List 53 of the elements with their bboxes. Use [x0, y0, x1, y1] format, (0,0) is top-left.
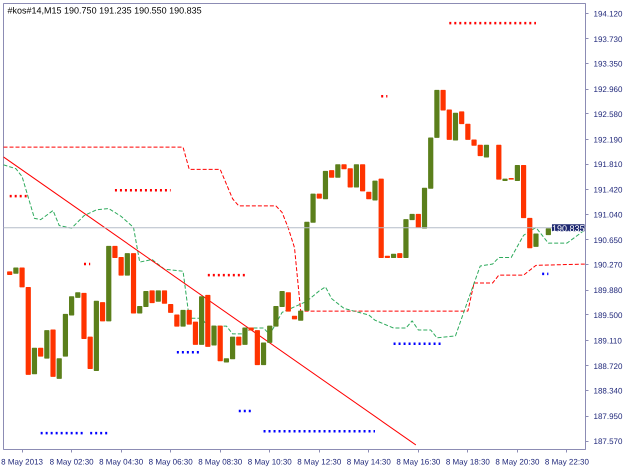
candlestick	[354, 164, 360, 188]
x-tick-label: 8 May 14:30	[346, 458, 392, 466]
x-tick-label: 8 May 08:30	[198, 458, 243, 466]
x-tick-label: 8 May 20:30	[495, 458, 540, 466]
y-tick-label: 191.420	[594, 186, 623, 195]
candlestick	[459, 111, 464, 124]
line-series	[4, 164, 586, 338]
y-tick-label: 189.110	[594, 336, 622, 346]
candlestick	[533, 234, 539, 247]
candlestick	[156, 290, 161, 302]
candlestick	[162, 290, 168, 304]
ref-line-label: 190.835	[552, 223, 585, 234]
y-tick-label: 190.270	[594, 260, 623, 270]
x-tick-label: 8 May 12:30	[297, 458, 342, 466]
x-tick-label: 8 May 16:30	[396, 458, 441, 466]
x-tick-label: 8 May 10:30	[248, 458, 292, 466]
x-tick-label: 8 May 04:30	[99, 458, 144, 466]
candlestick	[372, 180, 378, 201]
y-tick-label: 187.570	[594, 437, 623, 446]
y-tick-label: 192.960	[594, 85, 623, 94]
y-tick-label: 188.720	[594, 362, 623, 371]
candlestick	[416, 214, 421, 228]
candlestick	[180, 310, 186, 327]
candlestick	[484, 144, 490, 158]
candlestick	[56, 358, 62, 379]
y-tick-label: 191.810	[594, 160, 623, 170]
candlestick	[149, 290, 155, 304]
y-tick-label: 192.190	[594, 135, 623, 144]
y-tick-label: 189.500	[594, 310, 623, 320]
x-tick-label: 8 May 22:30	[544, 458, 590, 466]
x-tick-label: 8 May 06:30	[148, 458, 194, 466]
y-tick-label: 191.040	[594, 210, 623, 220]
candlestick	[514, 164, 520, 181]
x-tick-label: 8 May 2013	[1, 458, 44, 466]
candlestick	[174, 314, 180, 327]
line-series	[4, 146, 586, 312]
x-tick-label: 8 May 18:30	[446, 458, 490, 466]
y-tick-label: 187.950	[594, 412, 623, 422]
candlestick	[286, 292, 291, 312]
y-tick-label: 188.340	[594, 386, 623, 396]
candlestick	[335, 164, 340, 178]
y-tick-label: 190.650	[594, 236, 623, 245]
y-tick-label: 194.120	[594, 9, 623, 18]
x-tick-label: 8 May 02:30	[50, 458, 94, 466]
y-tick-label: 189.880	[594, 286, 623, 296]
chart-title: #kos#14,M15 190.750 191.235 190.550 190.835	[8, 6, 202, 16]
y-tick-label: 193.350	[594, 60, 623, 69]
candlestick	[211, 326, 217, 346]
candlestick	[100, 302, 106, 322]
candlestick	[124, 253, 130, 276]
y-tick-label: 193.730	[594, 34, 623, 44]
y-tick-label: 192.580	[594, 110, 623, 119]
candlestick	[242, 328, 248, 345]
